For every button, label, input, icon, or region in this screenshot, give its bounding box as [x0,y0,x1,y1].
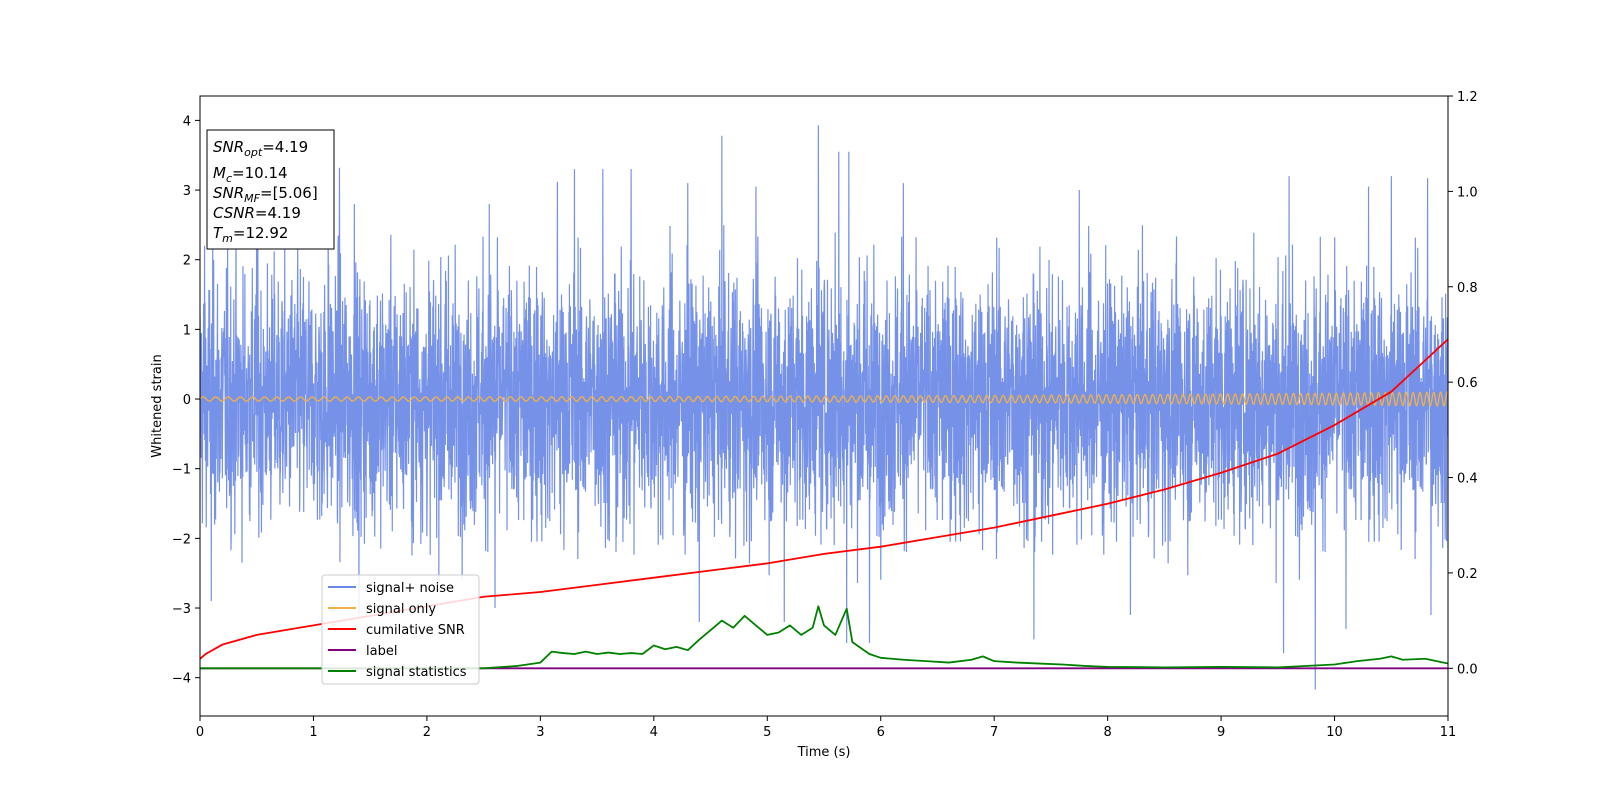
y-right-tick-label: 0.8 [1457,281,1478,296]
x-tick-label: 3 [536,725,544,740]
y-tick-label: 3 [183,184,191,199]
legend-label-signal-statistics: signal statistics [366,665,467,680]
series-line-signal-only [200,391,1448,407]
x-tick-label: 11 [1440,725,1457,740]
plot-frame [199,95,1449,717]
x-axis: 0 1 2 3 4 5 6 7 8 9 10 11 [196,716,1456,740]
info-csnr: CSNR=4.19 [213,204,301,222]
series-line-signal-statistics [200,605,1448,670]
legend: signal+ noise signal only cumilative SNR… [321,574,480,685]
x-tick-label: 4 [650,725,658,740]
x-tick-label: 10 [1326,725,1343,740]
y-right-tick-label: 0.2 [1457,567,1478,582]
info-box: SNRopt=4.19 Mc=10.14 SNRMF=[5.06] CSNR=4… [206,129,335,250]
legend-label-signal-only: signal only [366,602,436,617]
legend-frame [321,574,480,685]
y-tick-label: −2 [172,532,191,547]
x-tick-label: 0 [196,725,204,740]
y-right-tick-label: 0.6 [1457,376,1478,391]
info-snr-mf: SNRMF=[5.06] [213,184,318,205]
x-tick-label: 2 [423,725,431,740]
y-axis-left: −4 −3 −2 −1 0 1 2 3 4 [172,114,200,687]
y-tick-label: 1 [183,323,191,338]
y-axis-right: 0.0 0.2 0.4 0.6 0.8 1.0 1.2 [1448,90,1478,677]
signal-noise-series [200,125,1448,690]
series-line-signal-noise [200,125,1448,690]
info-snr-opt: SNRopt=4.19 [213,138,308,159]
info-mc: Mc=10.14 [213,164,288,185]
x-tick-label: 6 [877,725,885,740]
y-right-tick-label: 1.0 [1457,185,1478,200]
x-tick-label: 8 [1103,725,1111,740]
legend-label-cumulative-snr: cumilative SNR [366,623,465,638]
y-tick-label: −4 [172,672,191,687]
y-tick-label: 2 [183,254,191,269]
y-tick-label: −1 [172,463,191,478]
y-right-tick-label: 1.2 [1457,90,1478,105]
y-tick-label: 4 [183,114,191,129]
info-tm: Tm=12.92 [213,224,288,245]
x-tick-label: 7 [990,725,998,740]
y-right-tick-label: 0.4 [1457,472,1478,487]
x-tick-label: 1 [309,725,317,740]
y-axis-label: Whitened strain [150,354,165,457]
signal-only-series [200,391,1448,407]
x-tick-label: 9 [1217,725,1225,740]
x-axis-label: Time (s) [797,745,851,760]
series-line-cumulative-snr [200,338,1448,660]
x-tick-label: 5 [763,725,771,740]
legend-label-label: label [366,644,397,659]
legend-label-signal-noise: signal+ noise [366,581,454,596]
y-tick-label: −3 [172,602,191,617]
info-box-frame [206,129,335,250]
y-right-tick-label: 0.0 [1457,662,1478,677]
y-tick-label: 0 [183,393,191,408]
